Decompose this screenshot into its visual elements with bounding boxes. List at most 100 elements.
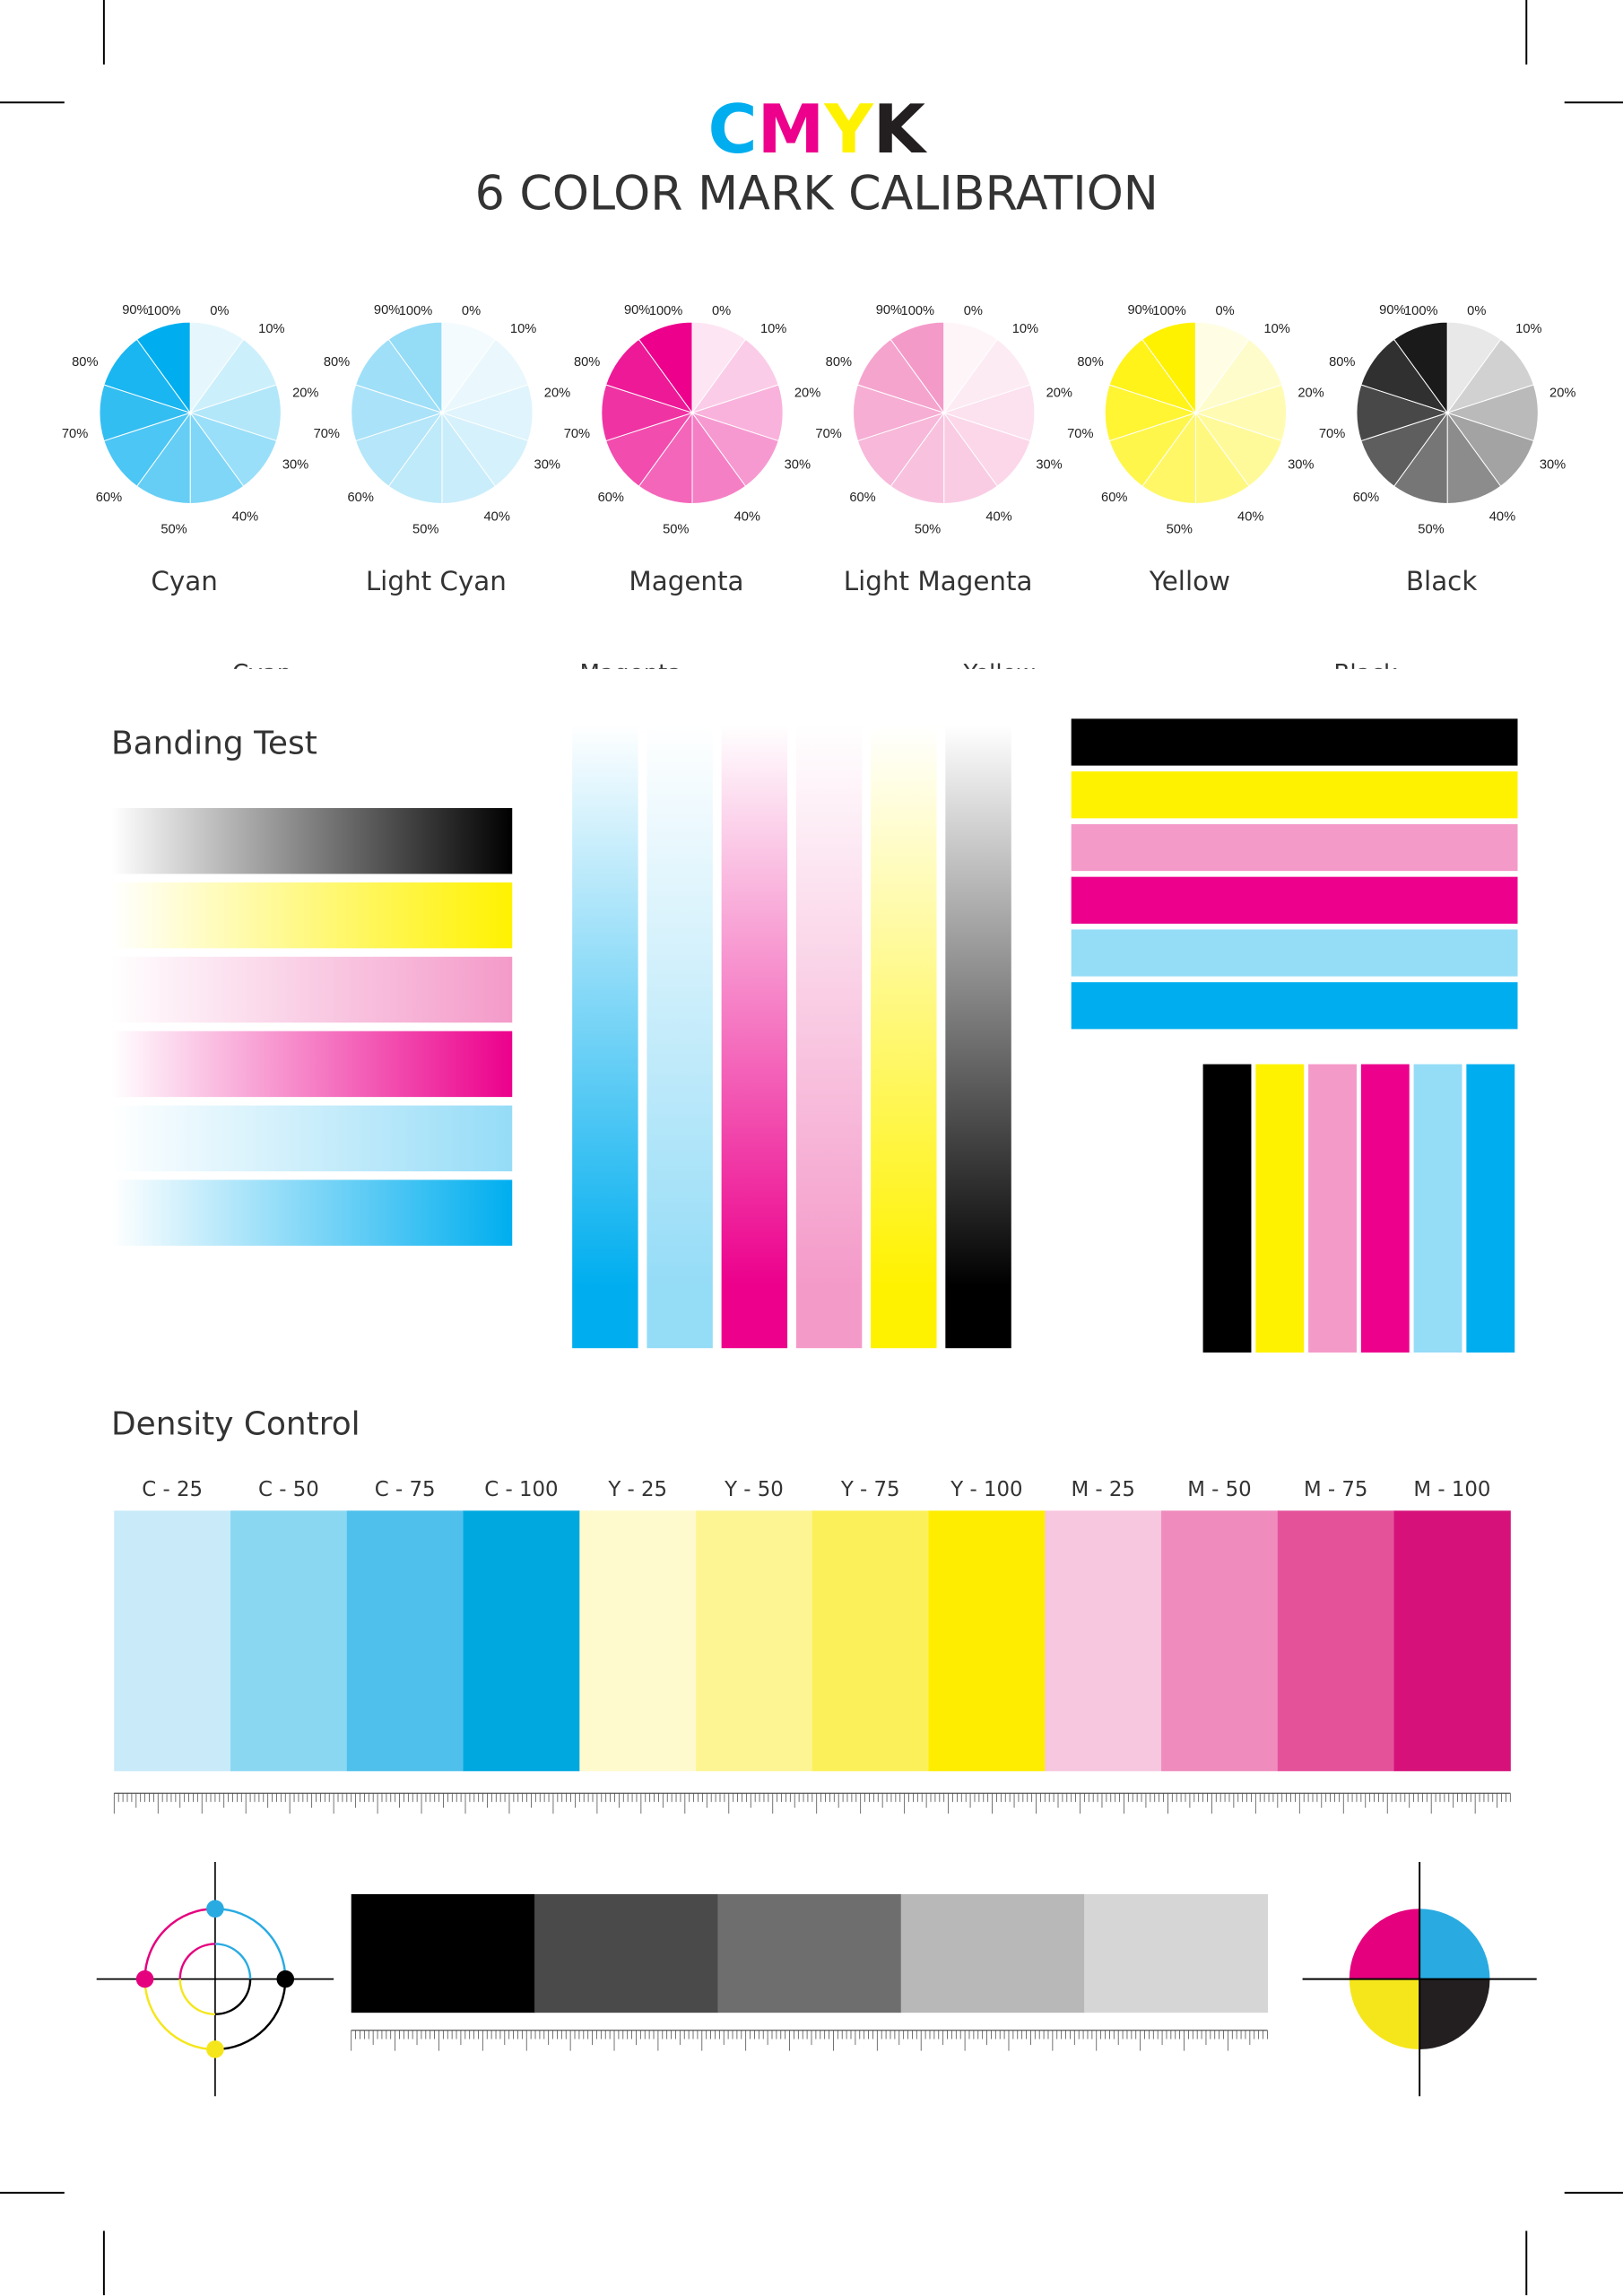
density-label: M - 25 [1071,1478,1135,1501]
wheel-scale-label: 40% [232,509,258,524]
wheel-scale-label: 20% [1298,387,1324,401]
registration-arc [214,1943,252,1979]
wheel-slice [1393,321,1448,414]
density-patch [1277,1510,1395,1771]
wheel-scale-label: 40% [1489,509,1515,524]
registration-quadrant [1419,1979,1490,2049]
registration-dot [276,1970,295,1988]
wheel-slice [136,321,191,414]
banding-bar [111,1179,513,1246]
banding-bar [111,882,513,949]
solid-bar [1071,982,1518,1030]
density-patch [1393,1510,1511,1771]
solid-column [1466,1064,1515,1353]
density-patch [346,1510,464,1771]
wheel-scale-label: 90% [374,303,400,317]
solid-bar [1071,718,1518,766]
wheel-scale-label: 70% [564,427,590,441]
registration-arc [214,1908,287,1979]
banding-column [871,724,937,1349]
wheel-scale-label: 30% [534,457,560,472]
registration-dot [135,1970,154,1988]
wheel-scale-label: 100% [147,304,181,318]
density-patch [579,1510,697,1771]
wheel-scale-label: 30% [282,457,308,472]
wheel-name: Magenta [629,566,743,596]
gray-step [717,1893,902,2013]
wheel-scale-label: 10% [1012,322,1038,336]
wheel-scale-label: 0% [462,304,481,318]
wheel-scale-label: 0% [1215,304,1234,318]
faded-label: Yellow [963,660,1036,687]
wheel-scale-label: 40% [1237,509,1263,524]
density-patch [696,1510,813,1771]
banding-bar [111,956,513,1023]
density-patch [812,1510,930,1771]
registration-quadrant [1349,1909,1420,1979]
wheel-scale-label: 20% [292,387,318,401]
wheel-slice [890,321,945,414]
wheel-scale-label: 60% [1101,491,1127,505]
wheel-scale-label: 50% [1418,522,1444,536]
wheel-scale-label: 30% [1540,457,1566,472]
wheel-slice [1141,321,1196,414]
registration-arc [178,1943,215,1979]
wheel-scale-label: 10% [1263,322,1289,336]
density-label: C - 50 [258,1478,319,1501]
wheel-scale-label: 100% [901,304,935,318]
solid-column [1255,1064,1305,1353]
solid-column [1202,1064,1252,1353]
wheel-scale-label: 0% [964,304,983,318]
wheel-scale-label: 0% [1467,304,1486,318]
wheel-scale-label: 20% [794,387,820,401]
registration-arc [178,1979,215,2016]
wheel-scale-label: 80% [574,355,600,370]
wheel-scale-label: 80% [72,355,98,370]
solid-bar [1071,771,1518,819]
wheel-scale-label: 100% [399,304,433,318]
banding-bar [111,1105,513,1172]
wheel-scale-label: 20% [1046,387,1072,401]
wheel-scale-label: 60% [348,491,374,505]
wheel-scale-label: 50% [412,522,438,536]
wheel-scale-label: 20% [544,387,570,401]
wheel-scale-label: 60% [598,491,624,505]
density-label: Y - 100 [950,1478,1022,1501]
gray-step [351,1893,535,2013]
wheel-scale-label: 0% [210,304,229,318]
wheel-scale-label: 60% [96,491,122,505]
wheel-scale-label: 90% [624,303,650,317]
title-letter: Y [823,90,874,169]
wheel-scale-label: 60% [1353,491,1379,505]
registration-dot [206,1900,224,1918]
banding-bar [111,807,513,874]
solid-bar [1071,929,1518,977]
registration-arc [214,1979,287,2051]
subtitle: 6 COLOR MARK CALIBRATION [475,167,1159,221]
gray-step [1084,1893,1269,2013]
wheel-scale-label: 10% [1515,322,1541,336]
solid-column [1413,1064,1462,1353]
density-patch [1045,1510,1162,1771]
wheel-scale-label: 90% [1379,303,1405,317]
wheel-scale-label: 10% [510,322,536,336]
density-patch [114,1510,231,1771]
wheel-scale-label: 40% [734,509,760,524]
wheel-slice [638,321,693,414]
wheel-scale-label: 30% [1288,457,1314,472]
wheel-scale-label: 50% [663,522,689,536]
wheel-name: Cyan [151,566,217,596]
title: CMYK [708,90,928,169]
registration-arc [143,1908,215,1979]
wheel-scale-label: 90% [122,303,148,317]
density-label: C - 25 [142,1478,203,1501]
wheel-scale-label: 80% [1329,355,1355,370]
solid-column [1308,1064,1357,1353]
wheel-scale-label: 30% [1036,457,1062,472]
density-patch [230,1510,348,1771]
wheel-slice [387,321,443,414]
gray-step [534,1893,719,2013]
density-patch [928,1510,1046,1771]
wheel-scale-label: 100% [1152,304,1186,318]
wheel-scale-label: 0% [712,304,731,318]
